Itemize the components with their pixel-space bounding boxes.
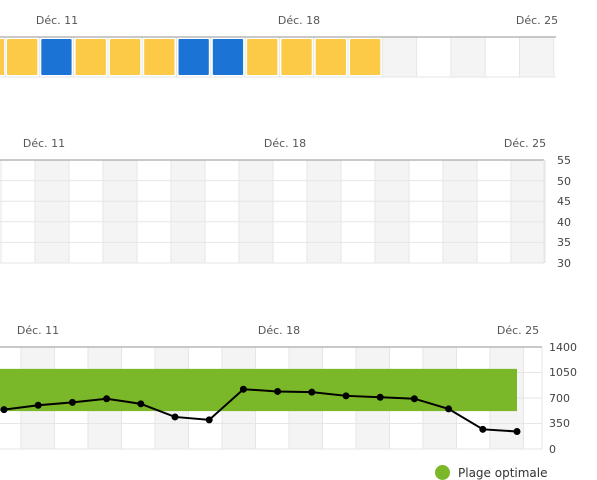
- middle-y-tick: 35: [557, 236, 571, 249]
- data-point: [205, 416, 213, 424]
- bottom-y-tick: 1400: [549, 341, 577, 354]
- data-point: [410, 395, 418, 403]
- data-point: [308, 388, 316, 396]
- data-point: [513, 428, 521, 436]
- data-point: [376, 393, 384, 401]
- middle-column-shade: [511, 160, 545, 263]
- tracker-empty-shade: [519, 37, 554, 77]
- bottom-y-tick: 0: [549, 443, 556, 456]
- data-point: [274, 387, 282, 395]
- optimal-range-swatch: [435, 465, 450, 480]
- bottom-y-tick: 1050: [549, 366, 577, 379]
- tracker-date-label: Déc. 11: [35, 14, 79, 27]
- tracker-day-cell: [109, 39, 141, 75]
- tracker-empty-shade: [450, 37, 486, 77]
- middle-date-label: Déc. 25: [503, 137, 547, 150]
- tracker-date-label: Déc. 18: [277, 14, 321, 27]
- tracker-day-cell: [144, 39, 175, 75]
- chart-legend: Plage optimale: [435, 465, 548, 480]
- middle-column-shade: [35, 160, 69, 263]
- middle-date-label: Déc. 11: [22, 137, 66, 150]
- data-point: [68, 398, 76, 406]
- middle-column-shade: [307, 160, 341, 263]
- tracker-grid: [0, 36, 556, 78]
- middle-y-tick: 55: [557, 154, 571, 167]
- tracker-day-cell: [178, 39, 209, 75]
- middle-column-shade: [239, 160, 273, 263]
- data-point: [171, 413, 179, 421]
- bottom-date-label: Déc. 25: [496, 324, 540, 337]
- middle-y-tick: 50: [557, 175, 571, 188]
- tracker-date-label: Déc. 25: [515, 14, 559, 27]
- tracker-day-cell: [212, 39, 244, 75]
- data-point: [342, 392, 350, 400]
- tracker-day-cell: [7, 39, 38, 75]
- legend-label: Plage optimale: [458, 465, 548, 480]
- tracker-day-cell: [281, 39, 312, 75]
- middle-y-tick: 30: [557, 257, 571, 270]
- middle-date-label: Déc. 18: [263, 137, 307, 150]
- tracker-day-cell: [0, 39, 4, 75]
- data-point: [34, 401, 42, 409]
- data-point: [479, 425, 487, 433]
- tracker-day-cell: [75, 39, 106, 75]
- middle-column-shade: [443, 160, 477, 263]
- middle-y-tick: 40: [557, 216, 571, 229]
- bottom-y-tick: 700: [549, 392, 570, 405]
- data-point: [137, 400, 145, 408]
- middle-column-shade: [103, 160, 137, 263]
- data-point: [445, 405, 453, 413]
- middle-column-shade: [375, 160, 409, 263]
- tracker-day-cell: [247, 39, 278, 75]
- tracker-day-cell: [315, 39, 346, 75]
- tracker-empty-shade: [382, 37, 417, 77]
- data-line: [3, 388, 518, 433]
- tracker-day-cell: [350, 39, 381, 75]
- middle-y-tick: 45: [557, 195, 571, 208]
- bottom-date-label: Déc. 11: [16, 324, 60, 337]
- bottom-y-tick: 350: [549, 417, 570, 430]
- bottom-date-label: Déc. 18: [257, 324, 301, 337]
- middle-column-shade: [171, 160, 205, 263]
- data-point: [103, 395, 111, 403]
- data-point: [239, 385, 247, 393]
- data-point: [0, 406, 8, 414]
- tracker-day-cell: [41, 39, 72, 75]
